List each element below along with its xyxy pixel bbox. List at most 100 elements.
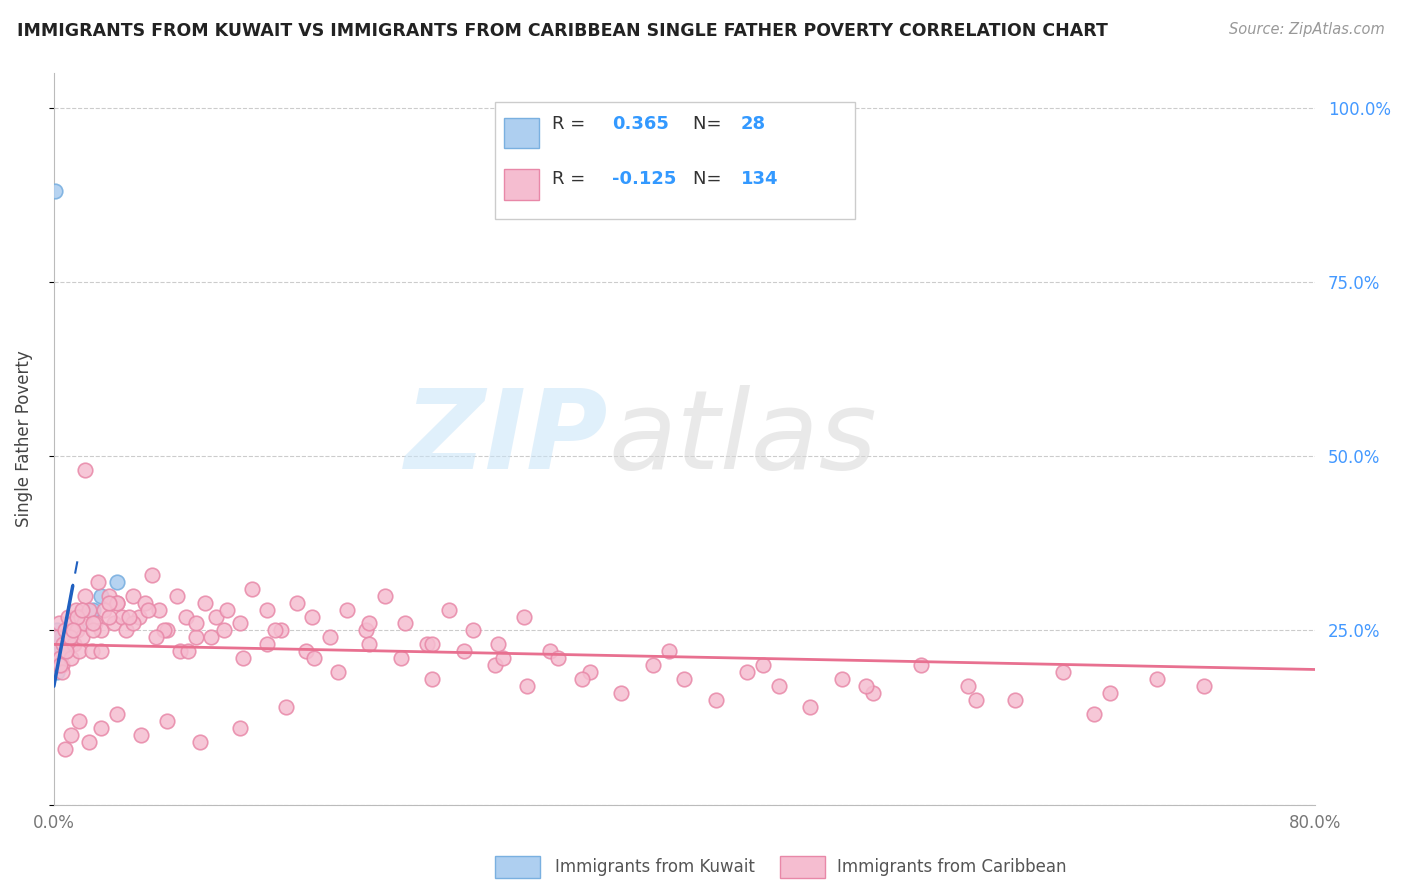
Point: [141, 567, 163, 582]
Point: [82, 602, 104, 616]
Point: [229, 616, 252, 631]
Point: [799, 700, 821, 714]
Point: [51, 631, 73, 645]
Point: [538, 644, 561, 658]
Point: [69, 609, 91, 624]
Point: [49, 658, 72, 673]
Point: [957, 679, 980, 693]
Point: [77, 735, 100, 749]
Point: [336, 602, 359, 616]
Point: [138, 602, 160, 616]
Point: [439, 602, 461, 616]
Point: [75, 589, 97, 603]
Point: [212, 624, 235, 638]
Point: [80, 644, 103, 658]
Point: [359, 637, 381, 651]
Point: [359, 616, 381, 631]
Point: [571, 672, 593, 686]
Point: [83, 616, 105, 631]
Point: [98, 589, 121, 603]
Point: [484, 658, 506, 673]
Point: [82, 616, 104, 631]
Point: [1098, 686, 1121, 700]
Point: [486, 637, 509, 651]
Point: [752, 658, 775, 673]
Point: [512, 609, 534, 624]
Point: [51, 665, 73, 680]
Point: [110, 609, 132, 624]
Point: [58, 631, 80, 645]
Point: [53, 742, 76, 756]
Point: [98, 609, 121, 624]
Point: [578, 665, 600, 680]
Point: [389, 651, 412, 665]
Point: [232, 651, 254, 665]
Point: [128, 609, 150, 624]
Point: [56, 609, 79, 624]
Point: [318, 631, 340, 645]
Point: [52, 637, 75, 651]
Point: [49, 651, 72, 665]
Point: [1146, 672, 1168, 686]
Point: [60, 616, 83, 631]
Point: [105, 707, 128, 722]
Point: [87, 574, 110, 589]
Point: [516, 679, 538, 693]
Point: [129, 728, 152, 742]
Point: [965, 693, 987, 707]
Text: ZIP: ZIP: [405, 385, 609, 492]
Bar: [503, 118, 540, 148]
Point: [274, 700, 297, 714]
Point: [105, 596, 128, 610]
Point: [416, 637, 439, 651]
Point: [55, 644, 77, 658]
Point: [145, 631, 167, 645]
Point: [66, 609, 89, 624]
Point: [63, 637, 86, 651]
Point: [910, 658, 932, 673]
Point: [66, 624, 89, 638]
Text: 28: 28: [741, 115, 766, 133]
Point: [121, 589, 143, 603]
Point: [70, 602, 93, 616]
Point: [58, 631, 80, 645]
Point: [229, 721, 252, 735]
Point: [156, 624, 179, 638]
Text: IMMIGRANTS FROM KUWAIT VS IMMIGRANTS FROM CARIBBEAN SINGLE FATHER POVERTY CORREL: IMMIGRANTS FROM KUWAIT VS IMMIGRANTS FRO…: [17, 22, 1108, 40]
Text: 134: 134: [741, 170, 779, 188]
Point: [301, 609, 323, 624]
Point: [862, 686, 884, 700]
Point: [169, 644, 191, 658]
Point: [737, 665, 759, 680]
Point: [52, 637, 75, 651]
Point: [46, 665, 69, 680]
Y-axis label: Single Father Poverty: Single Father Poverty: [15, 351, 32, 527]
Point: [44, 644, 66, 658]
Point: [270, 624, 292, 638]
Point: [60, 651, 83, 665]
Point: [70, 609, 93, 624]
Point: [67, 714, 90, 728]
Point: [492, 651, 515, 665]
Point: [174, 609, 197, 624]
Text: N=: N=: [693, 115, 727, 133]
Point: [62, 616, 84, 631]
FancyBboxPatch shape: [495, 103, 855, 219]
Point: [420, 637, 443, 651]
Point: [60, 728, 83, 742]
Point: [326, 665, 349, 680]
Point: [90, 721, 112, 735]
Point: [156, 714, 179, 728]
Text: Immigrants from Kuwait: Immigrants from Kuwait: [555, 858, 755, 876]
Point: [65, 602, 87, 616]
Point: [90, 644, 112, 658]
Point: [217, 602, 239, 616]
Text: Immigrants from Caribbean: Immigrants from Caribbean: [837, 858, 1066, 876]
Point: [295, 644, 318, 658]
Text: -0.125: -0.125: [613, 170, 676, 188]
Point: [44, 658, 66, 673]
Point: [263, 624, 285, 638]
Point: [148, 602, 170, 616]
Point: [256, 637, 278, 651]
Point: [48, 658, 70, 673]
